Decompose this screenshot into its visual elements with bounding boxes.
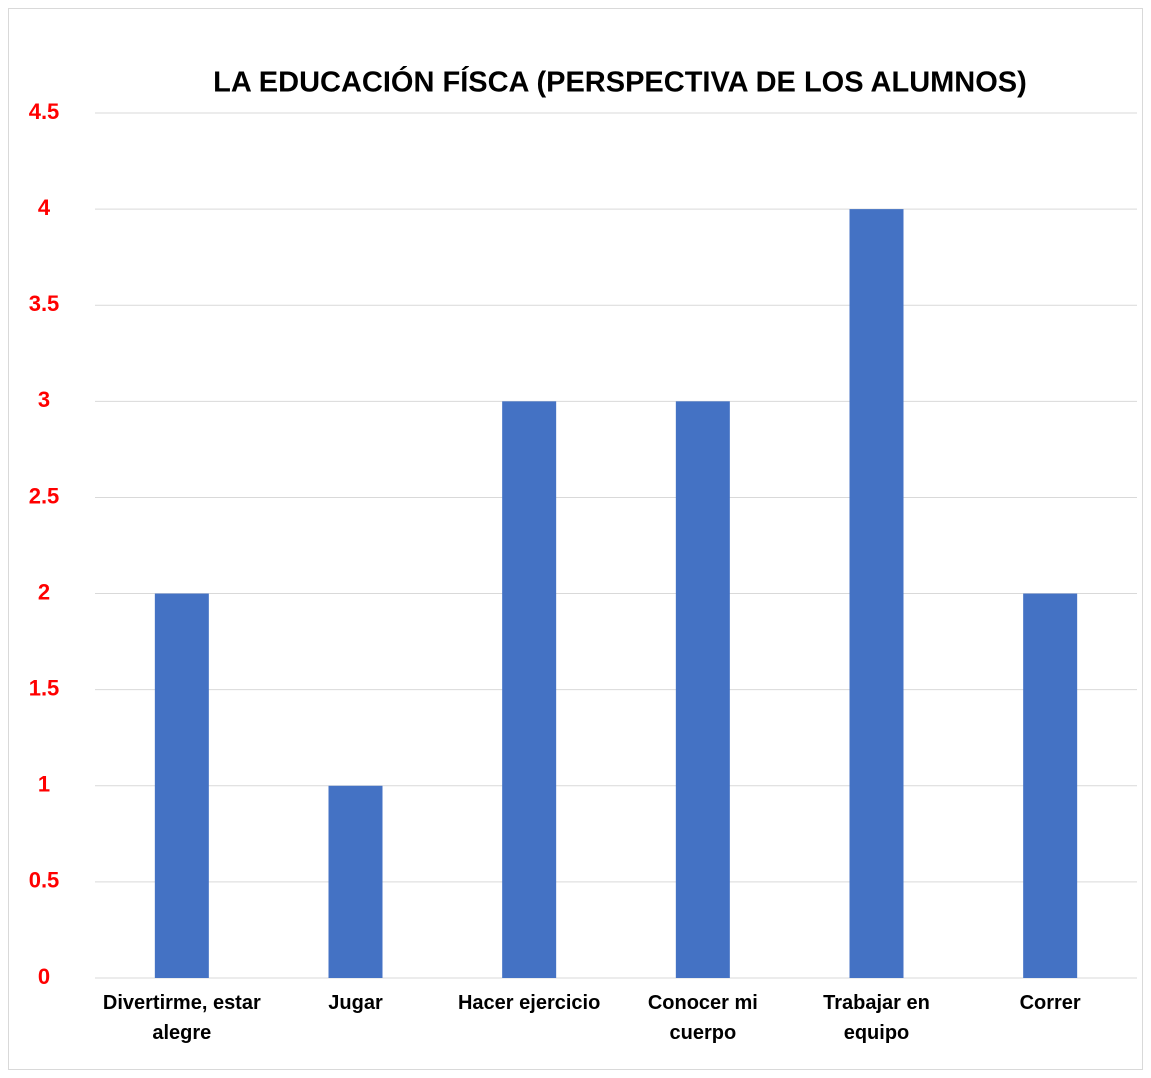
y-tick-label: 2	[38, 579, 50, 604]
y-tick-label: 4	[38, 195, 51, 220]
y-tick-label: 1.5	[29, 675, 60, 700]
x-tick-label: Jugar	[328, 992, 383, 1014]
y-tick-label: 4.5	[29, 99, 60, 124]
x-tick-label: Divertirme, estar alegre	[102, 992, 261, 1044]
bar	[502, 401, 557, 978]
x-tick-label: Hacer ejercicio	[457, 992, 601, 1014]
y-tick-label: 0.5	[29, 868, 60, 893]
x-tick-label: Correr	[1019, 992, 1081, 1014]
bar	[849, 209, 904, 979]
y-tick-label: 0	[38, 964, 50, 989]
bar	[328, 785, 383, 978]
y-tick-label: 3.5	[29, 291, 60, 316]
bar	[1023, 593, 1078, 978]
bar	[675, 401, 730, 978]
bar	[154, 593, 209, 978]
x-tick-label: Conocer mi cuerpo	[647, 992, 758, 1044]
chart-title: LA EDUCACIÓN FÍSCA (PERSPECTIVA DE LOS A…	[213, 65, 1027, 99]
y-tick-label: 3	[38, 387, 50, 412]
y-tick-label: 2.5	[29, 483, 60, 508]
y-tick-label: 1	[38, 772, 50, 797]
x-tick-label: Trabajar en equipo	[823, 992, 930, 1044]
